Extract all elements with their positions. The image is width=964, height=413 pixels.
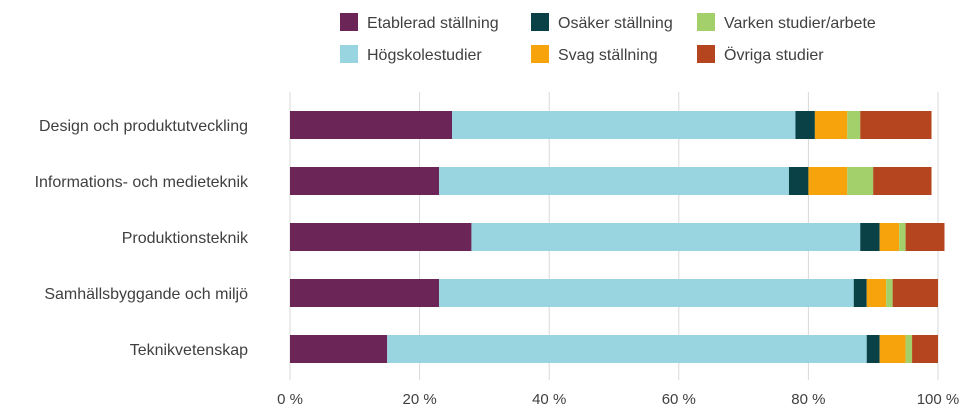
bar-segment [912, 335, 938, 363]
bar-segment [290, 335, 388, 363]
category-label: Produktionsteknik [122, 230, 249, 247]
bar-segment [439, 167, 789, 195]
bar-segment [814, 111, 848, 139]
bar-segment [853, 279, 867, 307]
bar-segment [879, 223, 900, 251]
category-label: Teknikvetenskap [130, 342, 248, 359]
bar-segment [860, 111, 932, 139]
bar-segment [892, 279, 938, 307]
legend-label: Etablerad ställning [367, 15, 499, 32]
legend-swatch [531, 45, 549, 63]
legend-label: Svag ställning [558, 47, 658, 64]
bar-segment [866, 335, 880, 363]
bar-segment [879, 335, 906, 363]
bar-segment [471, 223, 861, 251]
bar-segment [847, 111, 861, 139]
bar-segment [795, 111, 815, 139]
x-tick-label: 60 % [662, 391, 696, 408]
category-label: Informations- och medieteknik [35, 174, 249, 191]
x-tick-label: 100 % [917, 391, 960, 408]
bar-segment [439, 279, 854, 307]
x-tick-label: 40 % [532, 391, 566, 408]
legend-label: Varken studier/arbete [724, 15, 876, 32]
legend-swatch [340, 13, 358, 31]
bar-segment [387, 335, 867, 363]
bar-segment [290, 279, 440, 307]
bar-segment [866, 279, 887, 307]
legend: Etablerad ställning Osäker ställning Varke… [340, 13, 876, 64]
bar-segment [886, 279, 893, 307]
legend-swatch [697, 45, 715, 63]
x-tick-label: 20 % [402, 391, 436, 408]
bar-segment [873, 167, 932, 195]
legend-label: Övriga studier [724, 46, 824, 64]
bar-segment [808, 167, 848, 195]
category-labels: Design och produktutveckling Informations… [35, 118, 249, 359]
bar-segment [788, 167, 809, 195]
category-label: Samhällsbyggande och miljö [44, 286, 248, 303]
bar-segment [905, 335, 913, 363]
bar-segment [905, 223, 945, 251]
x-tick-label: 0 % [277, 391, 303, 408]
bar-segment [899, 223, 906, 251]
legend-label: Osäker ställning [558, 15, 673, 32]
x-tick-labels: 0 % 20 % 40 % 60 % 80 % 100 % [277, 391, 959, 408]
bar-segment [290, 223, 472, 251]
bar-segment [290, 167, 440, 195]
legend-swatch [340, 45, 358, 63]
bar-segment [290, 111, 452, 139]
bars [290, 111, 945, 363]
legend-swatch [697, 13, 715, 31]
legend-swatch [531, 13, 549, 31]
category-label: Design och produktutveckling [39, 118, 248, 135]
x-tick-label: 80 % [791, 391, 825, 408]
bar-segment [847, 167, 874, 195]
bar-segment [452, 111, 796, 139]
legend-label: Högskolestudier [367, 47, 482, 64]
bar-segment [860, 223, 880, 251]
